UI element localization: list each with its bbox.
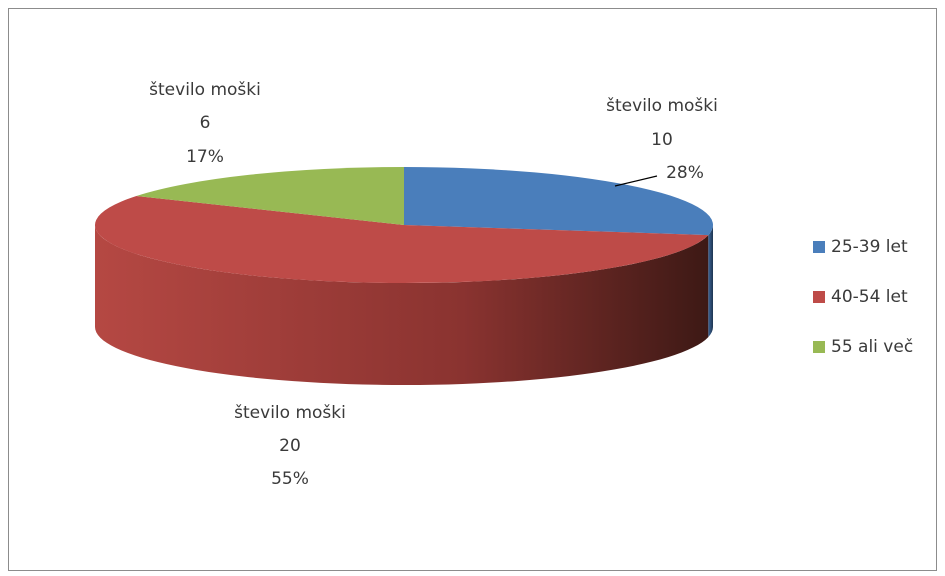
label-percent: 17%: [186, 147, 224, 167]
label-series: število moški: [606, 96, 718, 116]
label-series: število moški: [149, 80, 261, 100]
legend-swatch: [813, 291, 825, 303]
label-value: 6: [200, 113, 211, 133]
data-label: število moški 10 28%: [606, 96, 718, 183]
legend-swatch: [813, 241, 825, 253]
legend-swatch: [813, 341, 825, 353]
label-percent: 55%: [271, 469, 309, 489]
leader-line: [614, 175, 658, 187]
data-label: število moški 6 17%: [149, 80, 261, 167]
data-label: število moški 20 55%: [234, 403, 346, 489]
legend: 25-39 let 40-54 let 55 ali več: [813, 237, 913, 357]
label-percent: 28%: [666, 163, 704, 183]
slice: [136, 167, 405, 225]
pie: [94, 167, 713, 385]
legend-label: 25-39 let: [831, 237, 908, 257]
legend-label: 40-54 let: [831, 287, 908, 307]
slice: [94, 196, 709, 283]
slice-side: [95, 225, 709, 385]
label-value: 10: [651, 130, 673, 150]
legend-label: 55 ali več: [831, 337, 913, 357]
label-series: število moški: [234, 403, 346, 423]
slice-side: [708, 225, 713, 338]
slice: [404, 167, 713, 236]
label-value: 20: [279, 436, 301, 456]
